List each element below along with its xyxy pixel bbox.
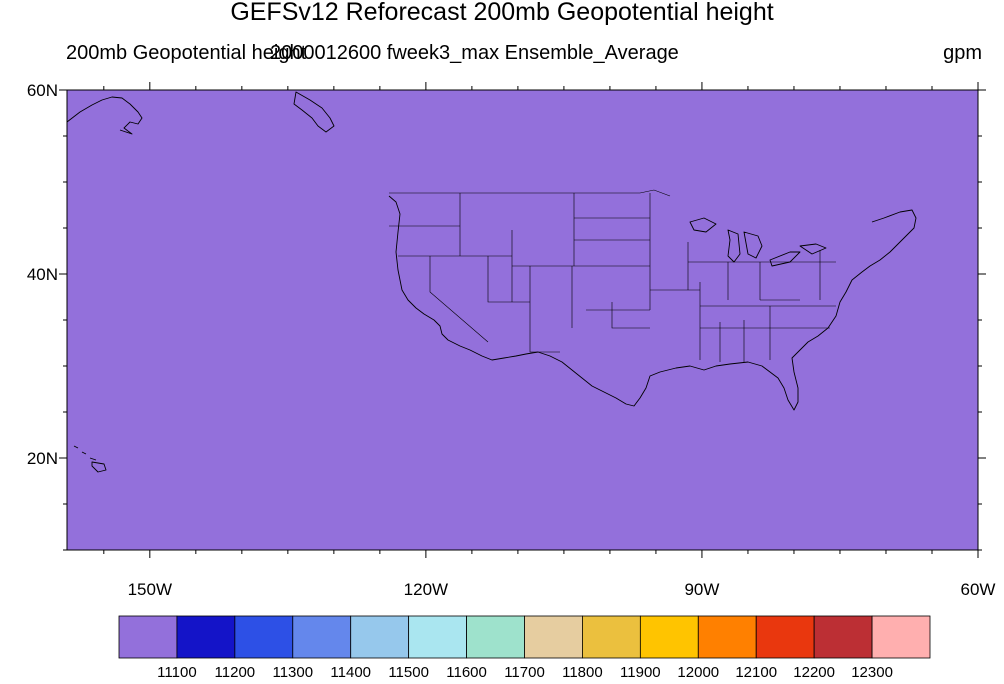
hawaii-islands [73,445,107,473]
colorbar-box [408,615,467,659]
colorbar-box [871,615,931,659]
colorbar-box [813,615,873,659]
subtitle-units: gpm [943,42,982,64]
colorbar-label: 11600 [446,664,487,681]
state-lines-west [389,193,650,353]
state-borders [389,189,836,362]
colorbar-box [524,615,583,659]
lon-label: 150W [128,580,172,599]
alaska-islands [293,91,335,133]
colorbar-label: 11200 [215,664,256,681]
colorbar-label: 11800 [562,664,603,681]
subtitle-run-info: 2000012600 fweek3_max Ensemble_Average [270,42,679,64]
lon-label: 120W [404,580,448,599]
colorbar-label: 11100 [157,664,197,681]
colorbar-label: 12100 [735,664,777,681]
colorbar-label: 11500 [388,664,429,681]
coastline-overlay [67,91,917,473]
colorbar-box [234,615,294,659]
state-lines-central [573,193,771,362]
colorbar-label: 11700 [504,664,545,681]
colorbar: 11100 11200 11300 11400 11500 11600 11700 11800… [118,615,931,681]
colorbar-label: 12000 [677,664,719,681]
colorbar-label: 11400 [330,664,371,681]
lat-label: 60N [27,81,58,100]
colorbar-label: 11300 [272,664,313,681]
subtitle-variable: 200mb Geopotential height [66,42,307,64]
contour-fills [67,90,978,550]
colorbar-box [292,615,352,659]
colorbar-box [118,615,178,659]
colorbar-box [466,615,525,659]
canada-us-border [389,189,671,197]
band-above-11100 [67,90,978,550]
colorbar-box [755,615,815,659]
lat-label: 40N [27,265,58,284]
colorbar-box [697,615,757,659]
colorbar-box [582,615,641,659]
north-america-coast [388,195,917,411]
map-axes: 60N 40N 20N 150W 120W 90W 60W [27,81,996,599]
state-lines-east [688,250,836,329]
colorbar-box [176,615,236,659]
colorbar-label: 11900 [620,664,661,681]
lon-label: 60W [961,580,996,599]
colorbar-box [350,615,410,659]
colorbar-label: 12200 [793,664,835,681]
map-title: GEFSv12 Reforecast 200mb Geopotential he… [230,0,774,26]
lat-label: 20N [27,449,58,468]
colorbar-label: 12300 [851,664,893,681]
colorbar-box [639,615,699,659]
alaska-panhandle-coast [67,96,143,135]
lon-label: 90W [684,580,719,599]
